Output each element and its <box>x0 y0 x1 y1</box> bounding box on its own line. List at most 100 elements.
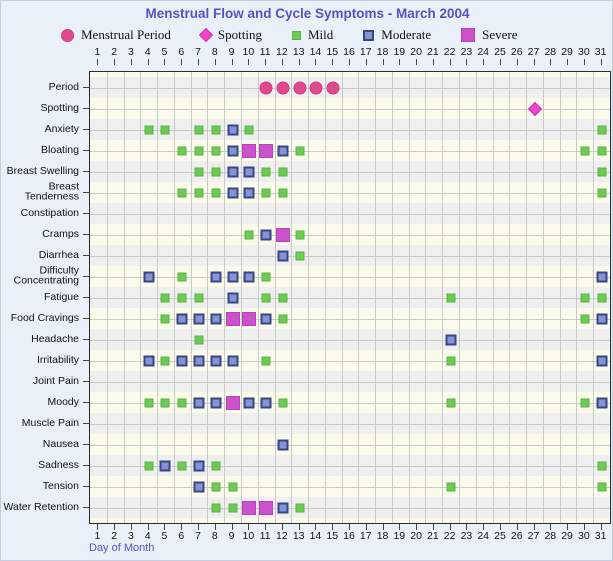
day-tick-label-bottom: 22 <box>443 530 456 542</box>
severe-marker-day-9 <box>225 311 240 326</box>
day-gridline <box>157 72 159 523</box>
moderate-legend-icon <box>363 29 375 41</box>
mild-marker-day-31 <box>597 146 607 155</box>
period-marker-day-11 <box>259 81 273 94</box>
row-gridline <box>90 213 610 215</box>
severe-marker-day-10 <box>242 143 257 158</box>
mild-marker-day-30 <box>580 314 590 323</box>
day-tick-label-bottom: 31 <box>594 530 607 542</box>
period-legend-icon <box>61 28 74 42</box>
day-gridline <box>173 72 175 523</box>
moderate-marker-day-9 <box>227 145 239 156</box>
day-tick-label-bottom: 18 <box>376 530 389 542</box>
day-tick-top <box>349 59 350 65</box>
moderate-marker-day-9 <box>227 355 239 366</box>
day-tick-label-bottom: 2 <box>111 530 118 542</box>
day-tick-top <box>164 59 166 65</box>
day-tick-label-top: 22 <box>443 46 456 58</box>
day-tick-bottom <box>97 524 99 530</box>
day-tick-top <box>399 59 401 65</box>
mild-marker-day-12 <box>278 314 288 323</box>
day-gridline <box>291 72 293 523</box>
symptom-tick <box>83 401 89 403</box>
mild-marker-day-12 <box>278 398 288 407</box>
day-tick-bottom <box>315 524 317 530</box>
row-gridline <box>90 360 610 362</box>
day-tick-bottom <box>567 524 569 530</box>
day-tick-bottom <box>583 524 585 530</box>
day-tick-label-bottom: 7 <box>195 530 201 542</box>
day-tick-top <box>114 59 116 65</box>
mild-marker-day-31 <box>597 293 607 302</box>
mild-marker-day-12 <box>278 188 288 197</box>
day-tick-label-bottom: 13 <box>292 530 305 542</box>
mild-marker-day-13 <box>295 251 305 260</box>
day-gridline <box>408 72 410 523</box>
day-tick-label-top: 18 <box>376 46 389 58</box>
day-tick-label-top: 28 <box>544 46 557 58</box>
day-tick-top <box>365 59 367 65</box>
day-tick-bottom <box>130 524 132 530</box>
mild-marker-day-8 <box>211 167 221 176</box>
day-tick-top <box>499 59 501 65</box>
day-tick-bottom <box>382 524 384 530</box>
day-tick-bottom <box>198 524 200 530</box>
moderate-marker-day-22 <box>445 334 457 345</box>
day-tick-top <box>382 59 384 65</box>
day-tick-bottom <box>332 524 334 530</box>
day-gridline <box>526 72 528 523</box>
mild-marker-day-22 <box>446 293 456 302</box>
day-tick-top <box>600 59 602 65</box>
day-tick-label-bottom: 5 <box>161 530 168 542</box>
day-tick-top <box>281 59 283 65</box>
day-tick-label-top: 17 <box>359 46 372 58</box>
day-tick-label-bottom: 25 <box>494 530 506 542</box>
day-tick-label-top: 9 <box>228 46 235 58</box>
mild-marker-day-5 <box>160 314 170 323</box>
moderate-marker-day-10 <box>243 271 255 282</box>
day-tick-label-bottom: 17 <box>359 530 372 542</box>
row-gridline <box>90 402 610 404</box>
symptom-label-tension: Tension <box>42 479 79 492</box>
moderate-marker-day-7 <box>193 460 205 471</box>
day-tick-bottom <box>164 524 166 530</box>
moderate-marker-day-12 <box>277 250 289 261</box>
row-gridline <box>90 339 610 341</box>
day-tick-top <box>315 59 317 65</box>
day-tick-label-bottom: 3 <box>128 530 134 542</box>
moderate-marker-day-4 <box>143 355 155 366</box>
moderate-marker-day-10 <box>243 187 255 198</box>
moderate-marker-day-6 <box>176 355 188 366</box>
mild-marker-day-4 <box>144 398 154 407</box>
day-tick-label-top: 24 <box>477 46 490 58</box>
mild-marker-day-7 <box>194 167 204 176</box>
day-tick-top <box>483 59 485 65</box>
day-gridline <box>240 72 242 523</box>
symptom-label-moody: Moody <box>47 395 79 408</box>
day-tick-top <box>214 59 216 65</box>
mild-marker-day-9 <box>228 503 238 512</box>
moderate-marker-day-31 <box>596 313 608 324</box>
day-tick-label-top: 3 <box>128 46 134 58</box>
day-tick-bottom <box>298 524 300 530</box>
moderate-marker-day-7 <box>193 355 205 366</box>
day-tick-bottom <box>181 524 183 530</box>
day-tick-top <box>97 59 99 65</box>
severe-marker-day-10 <box>242 500 257 515</box>
day-gridline <box>308 72 310 523</box>
day-tick-label-bottom: 1 <box>94 530 101 542</box>
moderate-marker-day-31 <box>596 397 608 408</box>
symptom-label-anxiety: Anxiety <box>44 122 79 135</box>
day-tick-label-top: 12 <box>276 46 288 58</box>
mild-marker-day-11 <box>261 293 271 302</box>
symptom-tick <box>83 86 89 88</box>
legend: Menstrual Period Spotting Mild Moderate Seve… <box>61 27 547 43</box>
day-tick-top <box>248 59 250 65</box>
day-gridline <box>123 72 125 523</box>
day-tick-bottom <box>449 524 451 530</box>
day-tick-top <box>533 59 535 65</box>
day-gridline <box>593 72 595 523</box>
symptom-tick <box>83 443 89 445</box>
day-tick-bottom <box>281 524 283 530</box>
